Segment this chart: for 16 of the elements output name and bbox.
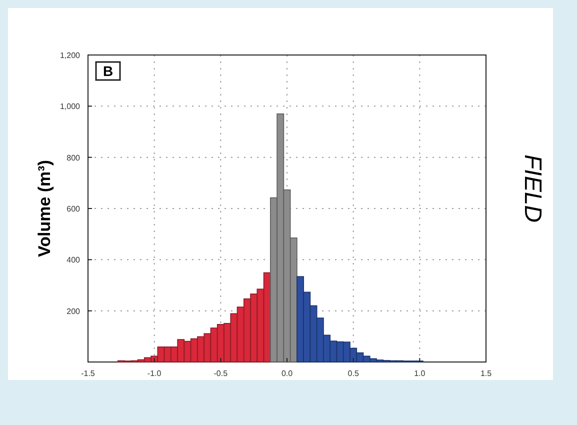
- x-tick-label: -1.5: [81, 369, 96, 378]
- y-tick-label: 600: [66, 204, 81, 214]
- x-tick-label: -0.5: [214, 369, 228, 378]
- x-tick-label: 0.5: [348, 369, 360, 378]
- annotation: B: [102, 63, 114, 79]
- y-axis-title: Volume (m³): [35, 160, 54, 257]
- text: FIELD: [519, 154, 546, 223]
- x-tick-label: 1.5: [480, 369, 492, 378]
- y-tick-label: 1,000: [60, 102, 81, 112]
- x-tick-label: -1.0: [147, 369, 162, 378]
- y-tick-label: 1,200: [60, 51, 81, 60]
- y-tick-label: 400: [66, 256, 81, 265]
- y-tick-label: 800: [66, 153, 81, 162]
- y-tick-label: 200: [66, 306, 81, 316]
- x-tick-label: 1.0: [414, 369, 426, 378]
- x-tick-label: 0.0: [281, 369, 294, 378]
